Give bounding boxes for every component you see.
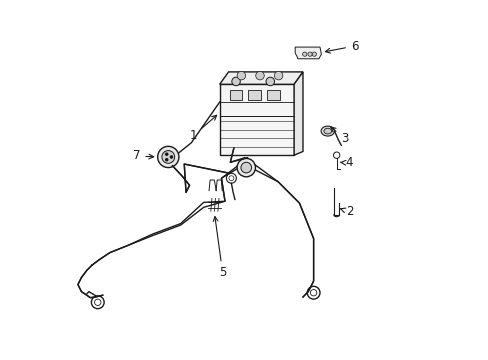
Circle shape: [237, 71, 245, 80]
Polygon shape: [295, 47, 321, 59]
Polygon shape: [219, 72, 303, 84]
Circle shape: [302, 52, 306, 56]
Circle shape: [311, 52, 316, 56]
Circle shape: [162, 150, 174, 163]
Circle shape: [274, 71, 282, 80]
Circle shape: [231, 77, 240, 86]
Text: 1: 1: [189, 115, 216, 142]
Bar: [266, 90, 279, 100]
Text: 7: 7: [133, 149, 153, 162]
Circle shape: [170, 156, 172, 158]
Bar: [248, 90, 261, 100]
Polygon shape: [293, 72, 303, 155]
Ellipse shape: [321, 126, 334, 136]
Circle shape: [237, 158, 255, 177]
Text: 4: 4: [340, 157, 353, 170]
Bar: [219, 84, 293, 155]
Circle shape: [157, 146, 179, 168]
Text: 2: 2: [340, 206, 353, 219]
Circle shape: [165, 153, 167, 155]
Circle shape: [255, 71, 264, 80]
Text: 3: 3: [330, 127, 347, 145]
Circle shape: [265, 77, 274, 86]
Circle shape: [165, 159, 167, 161]
Text: 6: 6: [325, 40, 358, 53]
Circle shape: [241, 162, 251, 173]
Circle shape: [307, 52, 311, 56]
Ellipse shape: [323, 128, 331, 134]
Bar: [229, 90, 242, 100]
Text: 5: 5: [213, 217, 226, 279]
